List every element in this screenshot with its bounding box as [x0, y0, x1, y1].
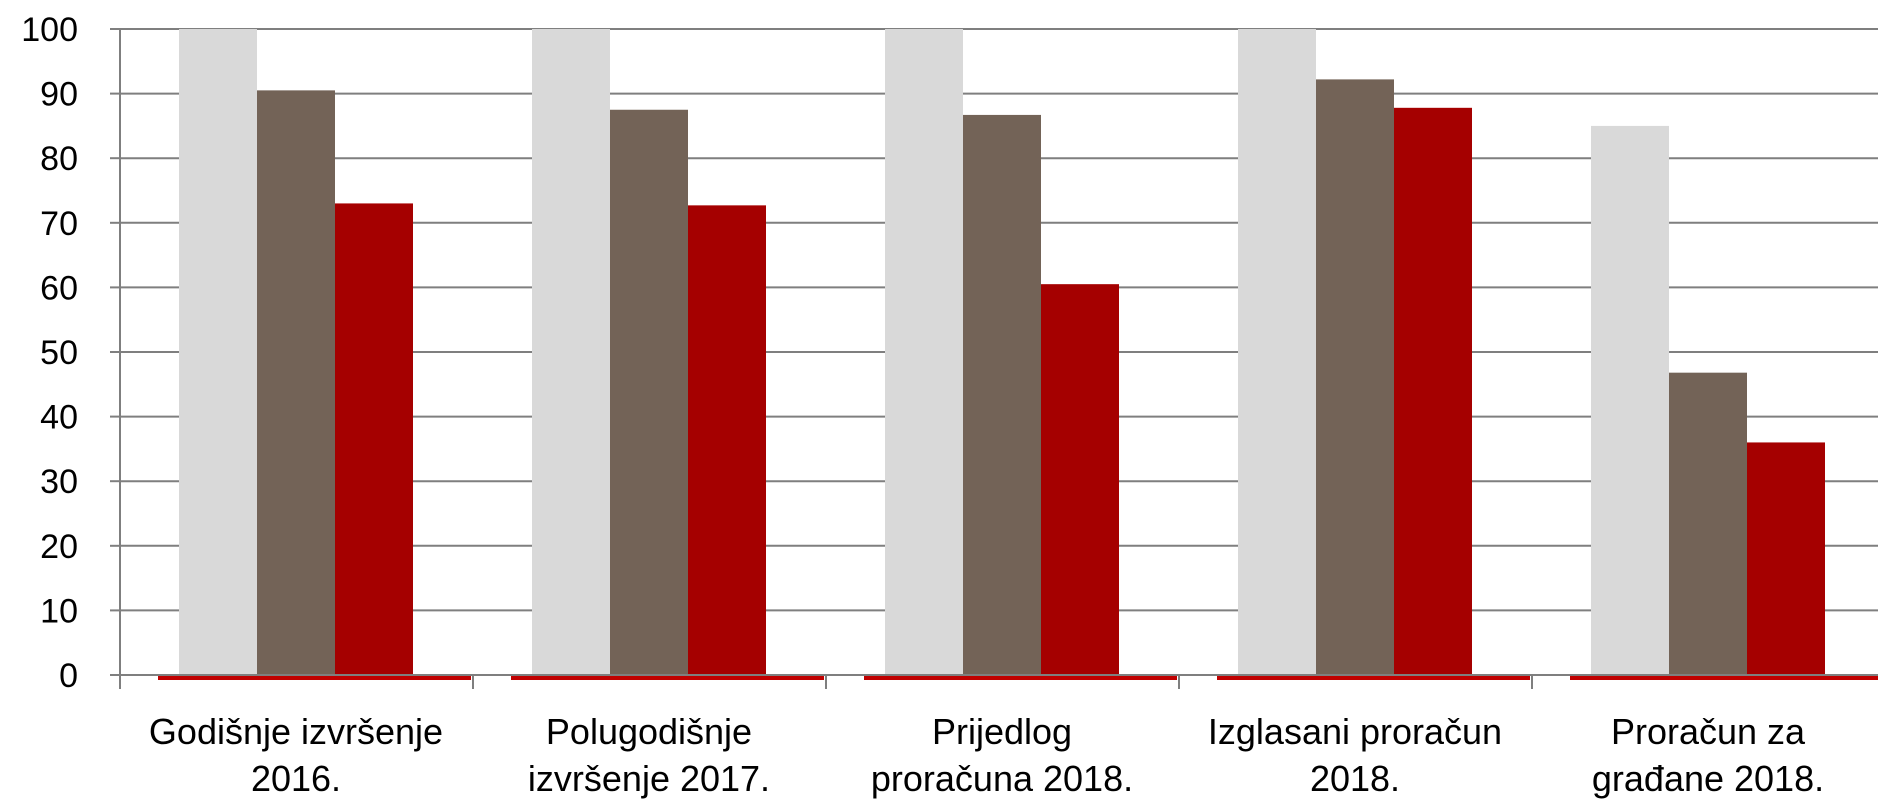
y-tick-label: 100 — [21, 11, 78, 49]
bar-1-series-1 — [179, 29, 257, 675]
bar-2-series-2 — [610, 109, 688, 675]
bar-5-series-3 — [1747, 442, 1825, 675]
y-tick-label: 80 — [40, 140, 78, 178]
x-tick-label: Proračun za građane 2018. — [1592, 711, 1824, 799]
y-tick-label: 0 — [59, 657, 78, 695]
bar-5-series-2 — [1669, 372, 1747, 675]
bar-3-series-2 — [963, 114, 1041, 676]
y-tick-label: 20 — [40, 528, 78, 566]
y-tick-label: 40 — [40, 399, 78, 437]
bar-1-series-3 — [335, 203, 413, 676]
y-tick-label: 50 — [40, 334, 78, 372]
bar-2-series-1 — [532, 29, 610, 675]
y-tick-label: 60 — [40, 269, 78, 307]
x-tick-label: Prijedlog proračuna 2018. — [871, 711, 1133, 799]
bar-4-series-1 — [1238, 29, 1316, 675]
x-tick-label: Izglasani proračun 2018. — [1208, 711, 1502, 799]
y-tick-label: 70 — [40, 205, 78, 243]
bar-3-series-1 — [885, 29, 963, 675]
bar-3-series-3 — [1041, 284, 1119, 675]
x-tick-label: Godišnje izvršenje 2016. — [149, 711, 443, 799]
x-tick-label: Polugodišnje izvršenje 2017. — [528, 711, 770, 799]
axes — [110, 28, 1878, 689]
bar-5-series-1 — [1591, 125, 1669, 675]
y-tick-label: 10 — [40, 592, 78, 630]
labels: 0 10 20 30 40 50 60 70 80 90 100 Godišnje izvršenje… — [21, 11, 1824, 799]
bar-4-series-2 — [1316, 79, 1394, 675]
bar-4-series-3 — [1394, 107, 1472, 675]
bars — [179, 29, 1825, 676]
y-tick-label: 30 — [40, 463, 78, 501]
y-tick-label: 90 — [40, 76, 78, 114]
bar-1-series-2 — [257, 90, 335, 676]
bar-2-series-3 — [688, 205, 766, 675]
